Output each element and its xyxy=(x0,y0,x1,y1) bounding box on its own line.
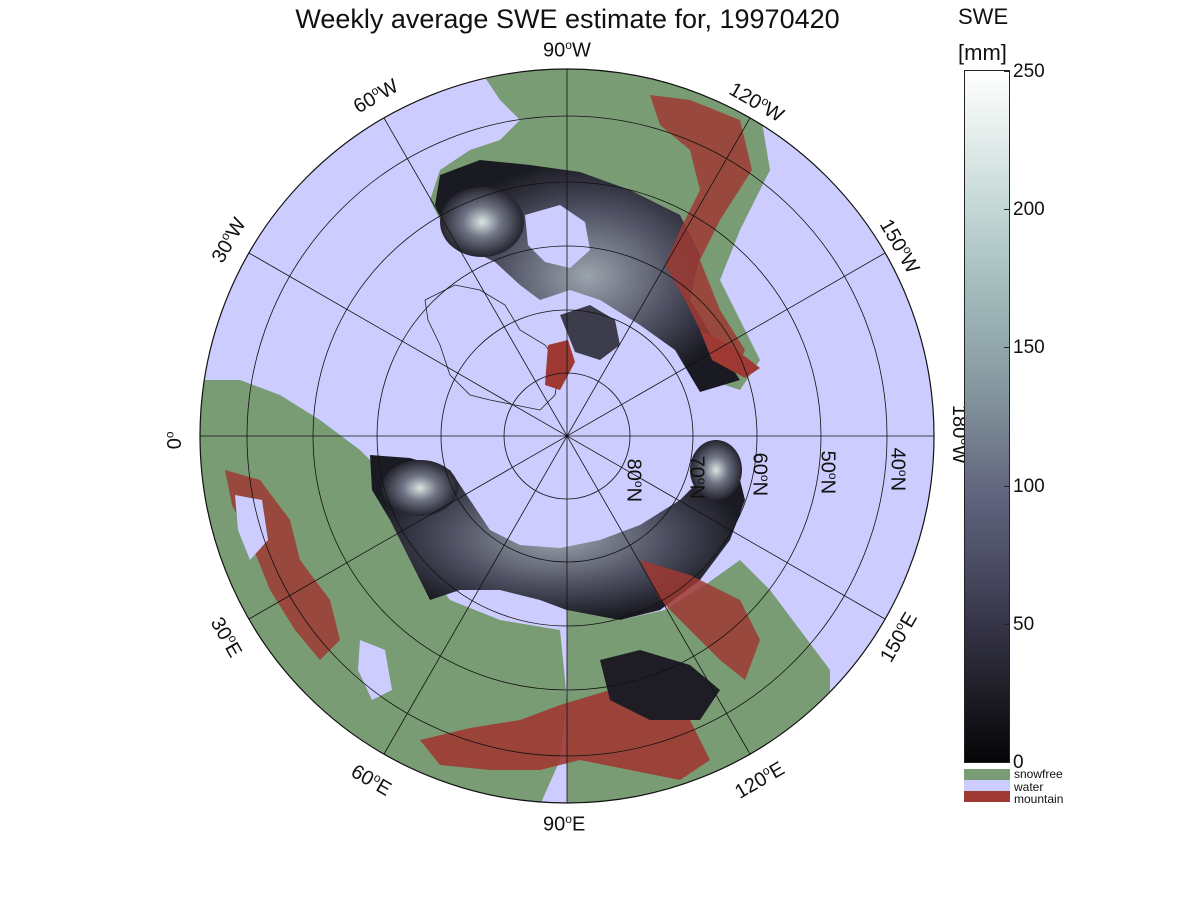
lat-label-40n: 40oN xyxy=(886,447,911,492)
meridian-150 xyxy=(248,252,886,620)
lat-label-60n: 60oN xyxy=(748,452,773,497)
colorbar-tick-mark xyxy=(1004,71,1010,72)
colorbar-tick-mark xyxy=(1004,347,1010,348)
colorbar-tick-label: 150 xyxy=(1013,337,1045,358)
arctic-island-2 xyxy=(545,340,575,390)
snow-maximum-kamchatka xyxy=(690,440,742,500)
colorbar-tick-mark xyxy=(1004,209,1010,210)
legend-label-mountain: mountain xyxy=(1014,792,1064,806)
colorbar-title: SWE xyxy=(958,4,1009,29)
colorbar-tick-mark xyxy=(1004,762,1010,763)
lat-label-70n: 70oN xyxy=(685,455,710,500)
snow-maximum-scandinavia xyxy=(382,460,458,516)
tibet-snow xyxy=(600,650,720,720)
colorbar xyxy=(964,70,1010,763)
legend-label-snowfree: snowfree xyxy=(1014,767,1063,781)
snow-maximum-east xyxy=(440,187,524,257)
colorbar-tick-mark xyxy=(1004,624,1010,625)
lat-label-80n: 80oN xyxy=(622,458,647,503)
colorbar-tick-label: 100 xyxy=(1013,476,1045,497)
colorbar-tick-label: 0 xyxy=(1013,752,1024,773)
colorbar-tick-label: 250 xyxy=(1013,61,1045,82)
legend-label-water: water xyxy=(1014,780,1044,794)
alaska-range xyxy=(700,330,760,378)
colorbar-tick-mark xyxy=(1004,486,1010,487)
map-title: Weekly average SWE estimate for, 1997042… xyxy=(295,4,840,34)
legend-swatch-water xyxy=(964,780,1010,791)
hudson-bay xyxy=(525,205,590,268)
baltic-sea xyxy=(235,495,268,560)
legend-swatch-snowfree xyxy=(964,769,1010,780)
arctic-islands xyxy=(560,305,620,360)
colorbar-tick-label: 50 xyxy=(1013,614,1035,635)
colorbar-tick-label: 200 xyxy=(1013,199,1045,220)
east-asia-mountains xyxy=(640,560,760,680)
lon-label-90w: 90oW xyxy=(543,38,591,62)
colorbar-unit: [mm] xyxy=(958,40,1007,65)
lon-label-90e: 90oE xyxy=(543,812,586,836)
map-border xyxy=(199,68,935,804)
graticule xyxy=(199,68,935,804)
lon-label-0: 0o xyxy=(162,431,187,450)
legend-swatch-mountain xyxy=(964,791,1010,802)
lat-label-50n: 50oN xyxy=(816,450,841,495)
rockies-mountain xyxy=(650,95,752,372)
